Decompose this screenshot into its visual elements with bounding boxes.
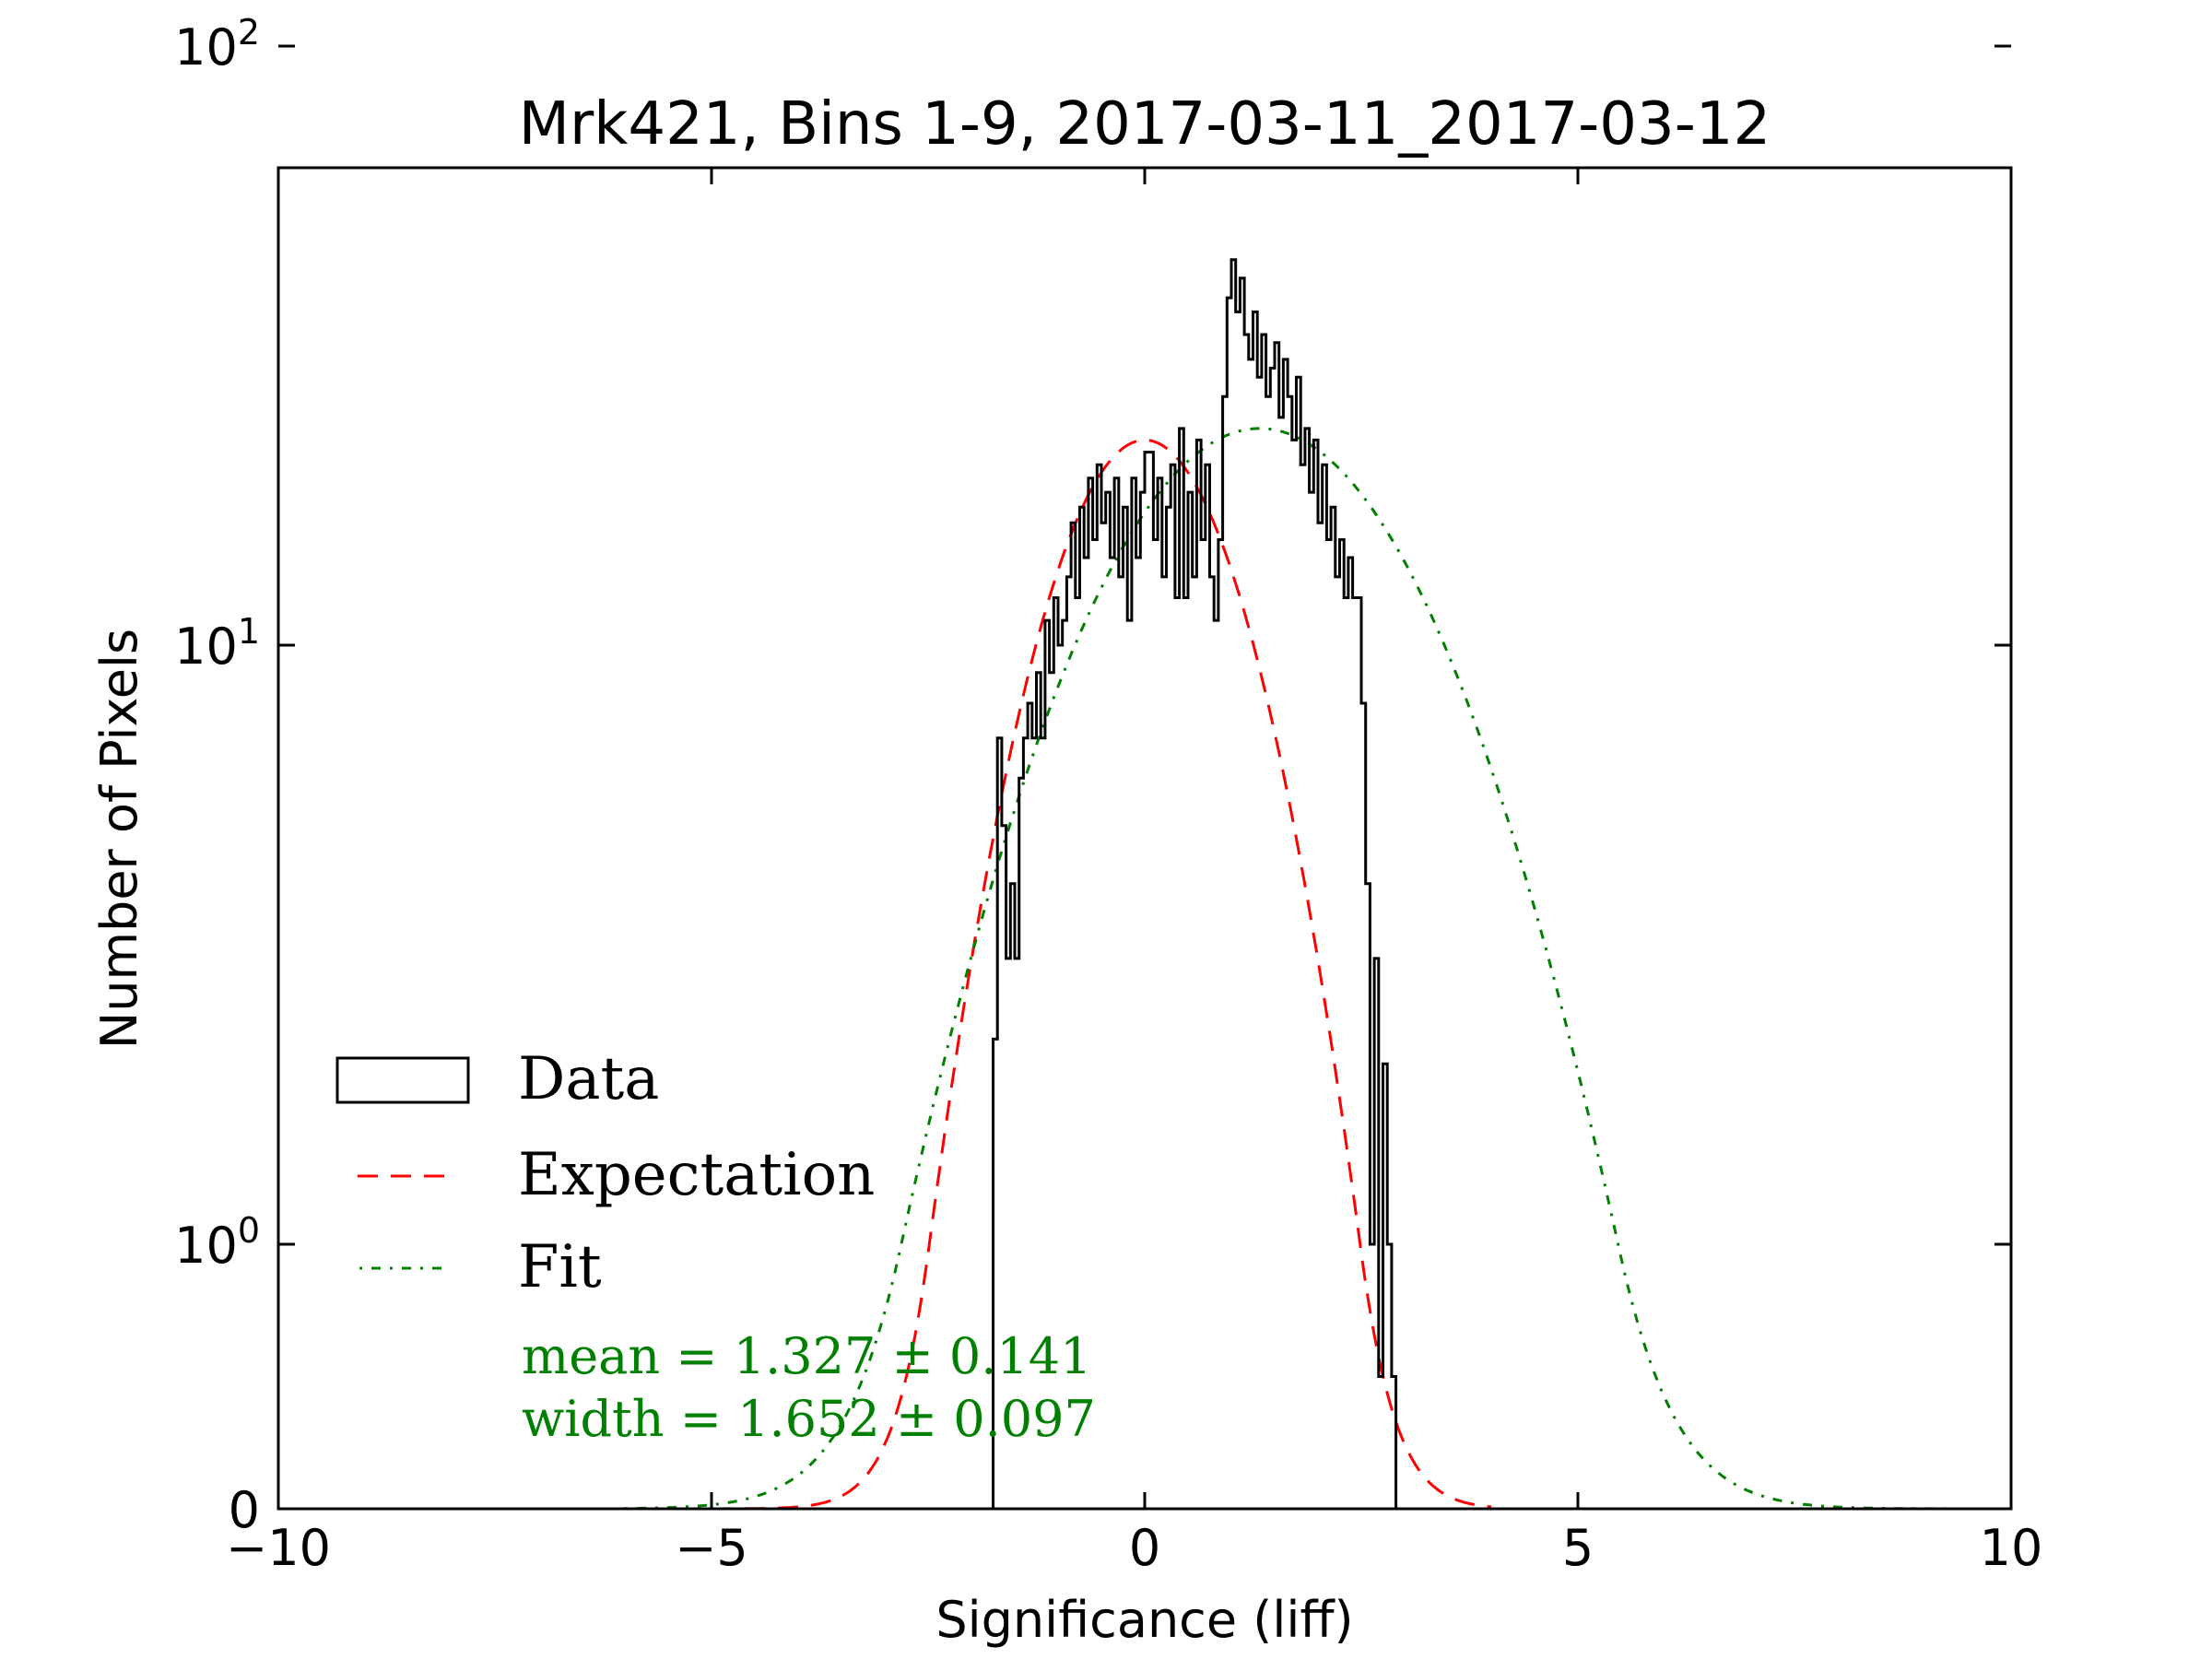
x-tick-label: 10 — [1980, 1519, 2043, 1577]
x-axis-label: Significance (liff) — [935, 1591, 1353, 1649]
plot-frame — [278, 168, 2011, 1509]
fit-width-annotation: width = 1.652 ± 0.097 — [522, 1390, 1096, 1448]
y-tick-label: 101 — [174, 611, 260, 676]
chart: Mrk421, Bins 1-9, 2017-03-11_2017-03-12 … — [0, 0, 2212, 1659]
x-tick-label: 0 — [1129, 1519, 1160, 1577]
series-layer — [625, 260, 2011, 1509]
legend-swatch-data — [337, 1058, 468, 1102]
y-axis-label: Number of Pixels — [90, 629, 148, 1049]
legend-label-expectation: Expectation — [518, 1141, 875, 1209]
chart-title: Mrk421, Bins 1-9, 2017-03-11_2017-03-12 — [519, 90, 1771, 159]
fit-mean-annotation: mean = 1.327 ± 0.141 — [522, 1327, 1091, 1385]
x-tick-label: −5 — [675, 1519, 748, 1577]
series-data-histogram — [994, 260, 1396, 1509]
legend-label-fit: Fit — [518, 1233, 602, 1301]
y-tick-label: 102 — [174, 12, 260, 76]
x-tick-label: 5 — [1562, 1519, 1594, 1577]
y-tick-label: 100 — [174, 1210, 260, 1275]
y-tick-label: 0 — [229, 1481, 260, 1539]
legend-label-data: Data — [518, 1045, 659, 1113]
legend: Data Expectation Fit mean = 1.327 ± 0.14… — [337, 1045, 1096, 1448]
